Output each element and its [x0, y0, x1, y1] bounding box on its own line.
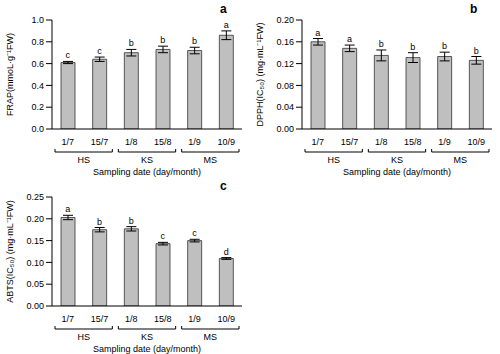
svg-text:b: b: [192, 36, 197, 46]
svg-text:MS: MS: [204, 155, 218, 165]
svg-text:0.04: 0.04: [276, 102, 294, 112]
svg-text:c: c: [97, 46, 102, 56]
svg-text:15/7: 15/7: [341, 137, 359, 147]
svg-text:b: b: [474, 46, 479, 56]
svg-text:0.00: 0.00: [26, 301, 44, 311]
svg-text:0.05: 0.05: [26, 279, 44, 289]
svg-text:1/9: 1/9: [188, 137, 201, 147]
svg-text:1/7: 1/7: [312, 137, 325, 147]
svg-text:a: a: [347, 34, 352, 44]
svg-text:0.0: 0.0: [31, 124, 44, 134]
svg-text:a: a: [315, 28, 320, 38]
svg-text:1/8: 1/8: [375, 137, 388, 147]
svg-text:10/9: 10/9: [217, 137, 235, 147]
html-text:a: a: [220, 2, 227, 16]
svg-text:FRAP(mmoL·g⁻¹FW): FRAP(mmoL·g⁻¹FW): [8, 33, 15, 116]
svg-text:15/8: 15/8: [154, 137, 172, 147]
svg-text:10/9: 10/9: [217, 314, 235, 324]
svg-text:c: c: [161, 231, 166, 241]
svg-text:b: b: [410, 42, 415, 52]
svg-text:DPPH(IC₅₀) (mg·mL⁻¹FW): DPPH(IC₅₀) (mg·mL⁻¹FW): [255, 23, 265, 127]
svg-text:b: b: [129, 216, 134, 226]
svg-text:0.4: 0.4: [31, 81, 44, 91]
svg-text:0.2: 0.2: [31, 102, 44, 112]
svg-text:d: d: [224, 247, 229, 257]
svg-text:0.12: 0.12: [276, 59, 294, 69]
svg-text:b: b: [129, 38, 134, 48]
svg-text:1/9: 1/9: [438, 137, 451, 147]
svg-text:KS: KS: [141, 155, 153, 165]
svg-text:c: c: [66, 50, 71, 60]
svg-text:15/8: 15/8: [154, 314, 172, 324]
svg-text:Sampling date (day/month): Sampling date (day/month): [93, 167, 201, 177]
svg-text:b: b: [442, 41, 447, 51]
svg-text:0.25: 0.25: [26, 192, 44, 202]
svg-text:0.6: 0.6: [31, 59, 44, 69]
svg-text:0.16: 0.16: [276, 37, 294, 47]
svg-text:15/7: 15/7: [91, 137, 109, 147]
svg-text:c: c: [192, 228, 197, 238]
svg-text:a: a: [224, 20, 229, 30]
svg-text:KS: KS: [391, 155, 403, 165]
svg-text:0.00: 0.00: [276, 124, 294, 134]
svg-text:15/7: 15/7: [91, 314, 109, 324]
svg-text:b: b: [160, 35, 165, 45]
svg-text:MS: MS: [454, 155, 468, 165]
svg-text:KS: KS: [141, 332, 153, 342]
svg-text:0.10: 0.10: [26, 258, 44, 268]
svg-text:0.20: 0.20: [276, 15, 294, 25]
svg-text:HS: HS: [77, 332, 90, 342]
svg-text:1/8: 1/8: [125, 137, 138, 147]
svg-text:0.08: 0.08: [276, 81, 294, 91]
svg-text:MS: MS: [204, 332, 218, 342]
svg-text:0.20: 0.20: [26, 214, 44, 224]
svg-text:1/8: 1/8: [125, 314, 138, 324]
svg-text:Sampling date (day/month): Sampling date (day/month): [93, 344, 201, 354]
svg-text:Sampling date (day/month): Sampling date (day/month): [343, 167, 451, 177]
svg-text:1.0: 1.0: [31, 15, 44, 25]
html-text:b: b: [470, 2, 478, 16]
svg-text:1/7: 1/7: [62, 314, 75, 324]
svg-text:0.15: 0.15: [26, 236, 44, 246]
svg-text:ABTS(IC₅₀) (mg·mL⁻¹FW): ABTS(IC₅₀) (mg·mL⁻¹FW): [8, 200, 15, 302]
svg-text:10/9: 10/9: [467, 137, 485, 147]
svg-text:HS: HS: [77, 155, 90, 165]
svg-text:HS: HS: [327, 155, 340, 165]
html-text:c: c: [220, 179, 227, 193]
svg-text:1/7: 1/7: [62, 137, 75, 147]
svg-text:b: b: [379, 39, 384, 49]
svg-text:0.8: 0.8: [31, 37, 44, 47]
svg-text:b: b: [97, 217, 102, 227]
svg-text:a: a: [65, 204, 70, 214]
svg-text:15/8: 15/8: [404, 137, 422, 147]
svg-text:1/9: 1/9: [188, 314, 201, 324]
